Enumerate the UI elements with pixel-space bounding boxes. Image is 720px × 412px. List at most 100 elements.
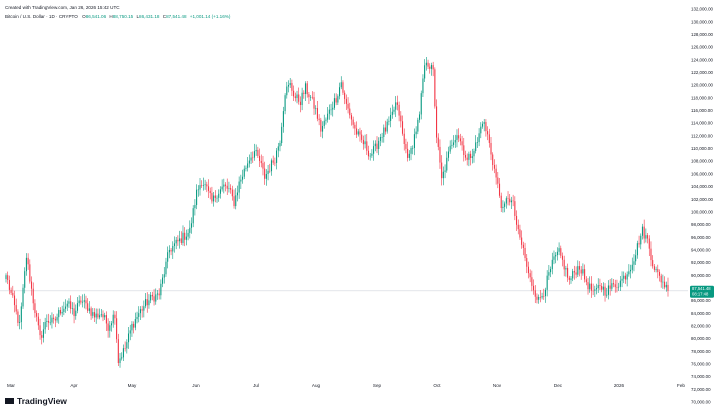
candle-body: [407, 148, 409, 158]
x-tick-label: Dec: [554, 383, 563, 388]
candle-body: [242, 176, 244, 180]
candle-body: [359, 131, 361, 135]
candle-body: [488, 134, 490, 143]
candle-body: [5, 275, 7, 280]
candle-body: [350, 115, 353, 120]
ohlc-high-value: 88,750.15: [113, 14, 134, 19]
x-tick-label: Aug: [312, 383, 321, 388]
candle-body: [10, 289, 12, 293]
candle-body: [270, 160, 273, 172]
candle-body: [645, 235, 647, 239]
candle-body: [190, 223, 193, 228]
candle-body: [170, 249, 172, 252]
candle-body: [550, 269, 552, 273]
candle-body: [214, 195, 216, 198]
candle-body: [356, 128, 358, 135]
candle-body: [303, 92, 305, 94]
created-with-label: Created with TradingView.com, Jan 26, 20…: [5, 5, 120, 10]
candle-body: [134, 319, 136, 328]
candle-body: [248, 160, 250, 164]
candle-body: [17, 311, 19, 323]
candle-body: [456, 135, 458, 140]
candle-body: [150, 294, 152, 301]
candle-body: [577, 266, 579, 275]
candle-body: [127, 333, 130, 343]
candle-body: [422, 78, 424, 94]
y-tick-label: 102,000.00: [691, 197, 714, 202]
candle-body: [660, 275, 662, 283]
candle-body: [347, 103, 349, 109]
candle-body: [631, 264, 633, 270]
candle-body: [551, 259, 553, 270]
y-tick-label: 82,000.00: [691, 324, 711, 329]
candle-body: [485, 122, 487, 132]
candle-body: [378, 140, 380, 149]
candle-body: [536, 296, 538, 300]
ohlc-open-key: O: [82, 14, 86, 19]
candle-body: [313, 97, 315, 109]
candle-body: [458, 135, 460, 139]
x-tick-label: Jun: [192, 383, 200, 388]
candle-body: [601, 285, 603, 290]
candle-body: [61, 311, 63, 314]
candle-body: [243, 168, 245, 177]
candle-body: [373, 146, 375, 154]
candle-body: [76, 303, 79, 311]
candle-body: [519, 229, 521, 238]
candle-body: [131, 323, 133, 331]
candle-body: [515, 215, 518, 225]
y-tick-label: 104,000.00: [691, 184, 714, 189]
x-tick-label: Nov: [493, 383, 502, 388]
x-tick-label: Jul: [253, 383, 259, 388]
candle-body: [463, 145, 465, 156]
y-tick-label: 126,000.00: [691, 45, 714, 50]
candle-body: [507, 198, 509, 199]
candle-body: [607, 285, 609, 295]
candle-body: [238, 181, 240, 193]
candle-body: [478, 133, 480, 143]
candles-layer: [5, 57, 669, 368]
candle-body: [335, 98, 337, 103]
candle-body: [527, 266, 530, 274]
candle-body: [27, 257, 29, 265]
candle-body: [594, 289, 596, 291]
candle-body: [272, 160, 274, 163]
candle-body: [480, 126, 482, 134]
candle-body: [650, 248, 652, 261]
candle-body: [572, 271, 574, 279]
candle-body: [441, 162, 443, 179]
candle-body: [253, 151, 256, 158]
candle-body: [37, 316, 39, 326]
candle-body: [599, 285, 601, 286]
candle-body: [95, 313, 97, 318]
x-tick-label: May: [128, 383, 137, 388]
candle-body: [393, 109, 395, 112]
candle-body: [418, 114, 421, 120]
candle-body: [173, 243, 176, 247]
candle-body: [339, 87, 341, 97]
candle-body: [250, 157, 252, 161]
candle-body: [184, 232, 186, 240]
candle-body: [621, 278, 623, 281]
candle-body: [279, 143, 281, 147]
candle-body: [136, 316, 138, 320]
candle-body: [522, 244, 524, 248]
candle-body: [437, 137, 439, 147]
candle-body: [436, 106, 438, 138]
candle-body: [395, 102, 397, 110]
candle-body: [369, 155, 371, 157]
tradingview-logo[interactable]: TradingView: [5, 396, 67, 406]
candle-body: [521, 237, 523, 245]
candle-body: [391, 111, 393, 115]
time-axis[interactable]: Mar Apr May Jun Jul Aug Sep Oct Nov Dec 2026 Feb: [7, 383, 685, 388]
candle-body: [490, 142, 492, 155]
candle-body: [202, 185, 204, 186]
candle-body: [233, 196, 235, 207]
candle-body: [512, 200, 514, 202]
last-price-badge-bg: [690, 285, 714, 298]
candle-body: [259, 155, 261, 161]
price-axis[interactable]: 132,000.00 130,000.00 128,000.00 126,000.00…: [691, 7, 714, 405]
candle-body: [32, 288, 34, 304]
candle-body: [611, 283, 613, 289]
